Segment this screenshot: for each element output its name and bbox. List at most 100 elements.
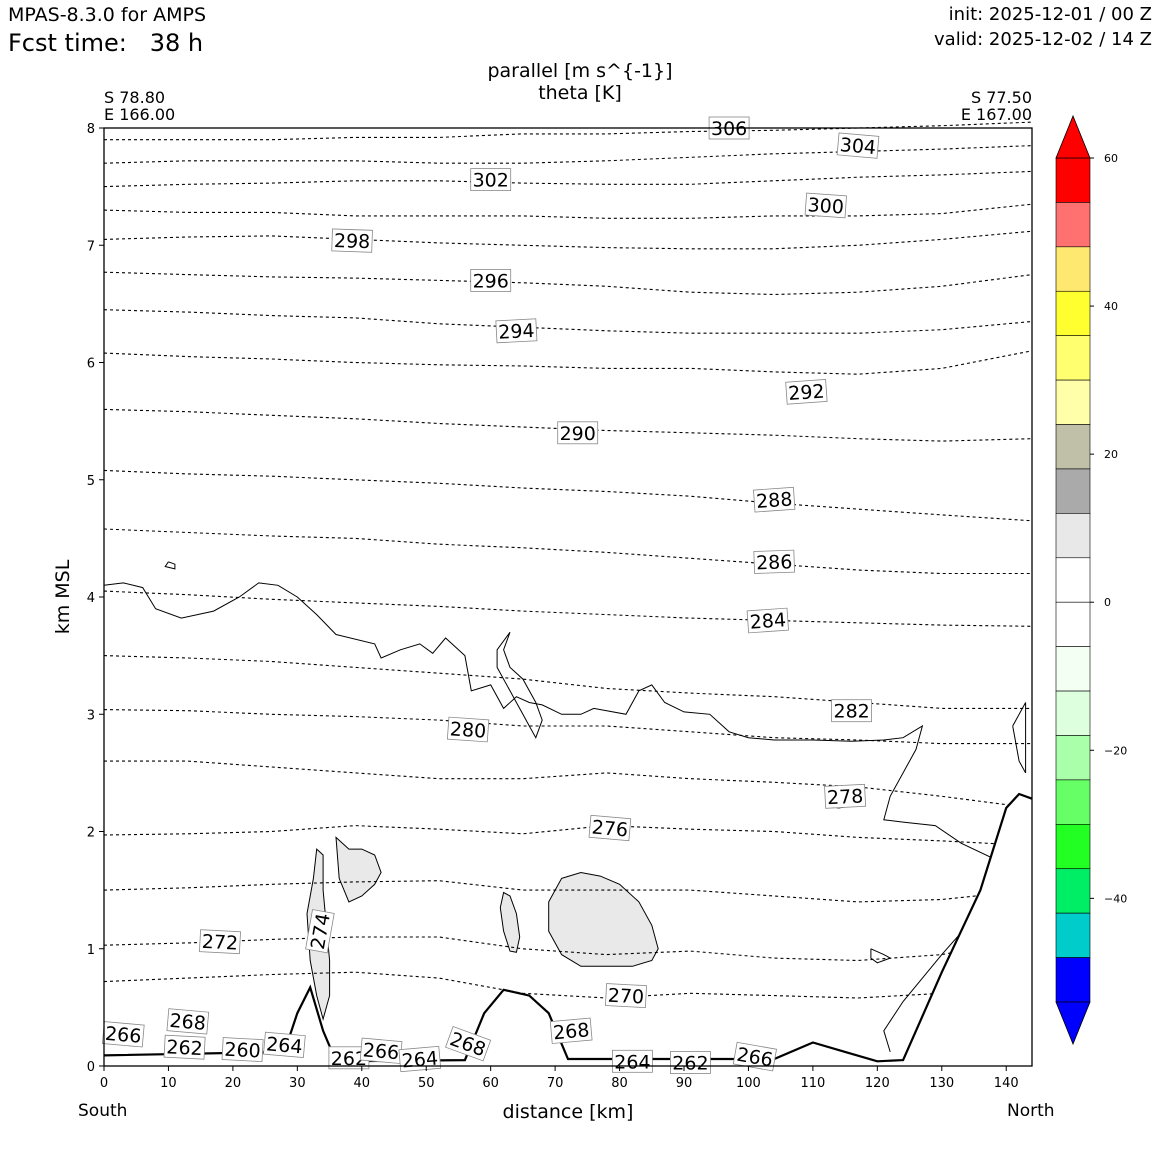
contour-label-28: 300 xyxy=(804,192,847,219)
theta-contour-290 xyxy=(103,408,1033,442)
x-tick-label: 130 xyxy=(929,1076,954,1091)
contour-label-1: 268 xyxy=(166,1008,210,1035)
colorbar-segment xyxy=(1055,601,1091,647)
theta-contour-274 xyxy=(103,880,1033,903)
contour-label-text: 260 xyxy=(224,1039,261,1063)
theta-contour-286 xyxy=(103,528,1032,575)
contour-label-text: 262 xyxy=(166,1036,203,1060)
contour-label-text: 268 xyxy=(169,1010,207,1035)
colorbar-tick-label: 0 xyxy=(1104,596,1111,609)
theta-contour-282 xyxy=(103,655,1032,709)
shaded-region-3 xyxy=(499,891,521,953)
contour-label-text: 284 xyxy=(749,609,787,633)
contour-label-24: 292 xyxy=(785,379,828,405)
x-tick-label: 80 xyxy=(611,1076,628,1091)
contour-label-0: 266 xyxy=(101,1021,145,1048)
theta-contour-278 xyxy=(104,760,1033,809)
x-tick-label: 40 xyxy=(354,1076,371,1091)
x-tick-label: 0 xyxy=(100,1076,108,1091)
forecast-time-value: 38 h xyxy=(149,29,204,57)
terrain-fill xyxy=(104,794,1032,1066)
chart-subtitle: theta [K] xyxy=(538,82,622,104)
model-title: MPAS-8.3.0 for AMPS xyxy=(8,4,207,26)
colorbar-segment xyxy=(1055,157,1091,203)
colorbar-segment xyxy=(1055,379,1091,425)
x-tick-label: 120 xyxy=(865,1076,890,1091)
theta-contour-304 xyxy=(103,145,1033,164)
contour-label-21: 286 xyxy=(753,549,795,574)
contour-label-text: 304 xyxy=(839,134,877,159)
wind-zero-contours xyxy=(103,561,1027,1053)
shaded-regions xyxy=(306,836,659,1021)
contour-label-22: 288 xyxy=(753,486,796,513)
contour-label-20: 284 xyxy=(746,607,789,634)
y-tick-label: 2 xyxy=(87,826,95,841)
contour-label-box xyxy=(588,814,632,842)
contour-label-box xyxy=(746,607,789,634)
contour-label-text: 268 xyxy=(552,1019,590,1044)
x-tick-label: 10 xyxy=(160,1076,177,1091)
y-tick-label: 7 xyxy=(87,239,95,254)
y-tick-label: 4 xyxy=(87,591,95,606)
contour-label-box xyxy=(753,549,795,574)
contour-label-box xyxy=(605,983,647,1009)
contour-label-12: 270 xyxy=(605,983,647,1009)
wind-zero-path xyxy=(103,582,1013,860)
colorbar-segment xyxy=(1055,646,1091,692)
contour-label-text: 272 xyxy=(201,931,238,955)
theta-contour-272 xyxy=(103,936,1033,962)
contour-label-text: 264 xyxy=(614,1051,650,1073)
colorbar-segment xyxy=(1055,513,1091,559)
colorbar-tick-label: −40 xyxy=(1104,892,1127,905)
contour-label-3: 260 xyxy=(221,1037,264,1063)
colorbar-segment xyxy=(1055,779,1091,825)
colorbar-segment xyxy=(1055,246,1091,292)
x-axis-label: distance [km] xyxy=(503,1101,634,1123)
colorbar-segment xyxy=(1055,557,1091,603)
contour-label-text: 262 xyxy=(331,1048,367,1070)
contour-label-text: 264 xyxy=(401,1047,439,1072)
theta-contour-302 xyxy=(103,170,1033,188)
contour-label-box xyxy=(804,192,847,219)
theta-contour-284 xyxy=(103,590,1033,627)
axes: 0 10 20 30 40 50 60 70 80 90 100 110 120 130 140 0 1 2 3 4 5… xyxy=(87,122,1019,1091)
contour-label-text: 266 xyxy=(362,1039,400,1064)
contour-label-box xyxy=(331,228,373,253)
y-tick-label: 3 xyxy=(87,708,95,723)
forecast-time: Fcst time: 38 h xyxy=(8,29,203,57)
colorbar-tick-label: 20 xyxy=(1104,448,1118,461)
contour-label-16: 276 xyxy=(588,814,632,842)
contour-label-text: 282 xyxy=(833,701,869,723)
contour-label-27: 298 xyxy=(331,228,373,253)
contour-label-text: 290 xyxy=(560,423,596,445)
contour-label-text: 302 xyxy=(473,170,509,192)
x-tick-label: 140 xyxy=(994,1076,1019,1091)
contour-label-text: 306 xyxy=(711,118,747,140)
contour-label-box xyxy=(263,1031,306,1059)
contour-label-box xyxy=(495,318,538,344)
south-label: South xyxy=(78,1101,128,1121)
contour-label-box xyxy=(612,1049,653,1073)
contour-label-17: 278 xyxy=(824,783,867,809)
theta-contour-288 xyxy=(103,469,1033,522)
x-tick-label: 110 xyxy=(800,1076,825,1091)
colorbar-segment xyxy=(1055,735,1091,781)
y-axis-label: km MSL xyxy=(52,559,74,634)
y-tick-label: 1 xyxy=(87,943,95,958)
contour-label-text: 292 xyxy=(788,381,826,405)
contour-label-5: 272 xyxy=(199,929,241,955)
contour-label-30: 304 xyxy=(836,132,880,159)
contour-label-box xyxy=(670,1051,711,1074)
colorbar-tick-label: 60 xyxy=(1104,152,1118,165)
colorbar-tick-label: −20 xyxy=(1104,744,1127,757)
x-tick-label: 100 xyxy=(736,1076,761,1091)
contour-label-box xyxy=(163,1034,206,1060)
x-tick-label: 90 xyxy=(676,1076,693,1091)
y-tick-label: 6 xyxy=(87,357,95,372)
x-tick-label: 70 xyxy=(547,1076,564,1091)
contour-label-4: 264 xyxy=(263,1031,306,1059)
contour-label-15: 266 xyxy=(732,1041,777,1072)
left-latitude: S 78.80 xyxy=(104,88,166,107)
